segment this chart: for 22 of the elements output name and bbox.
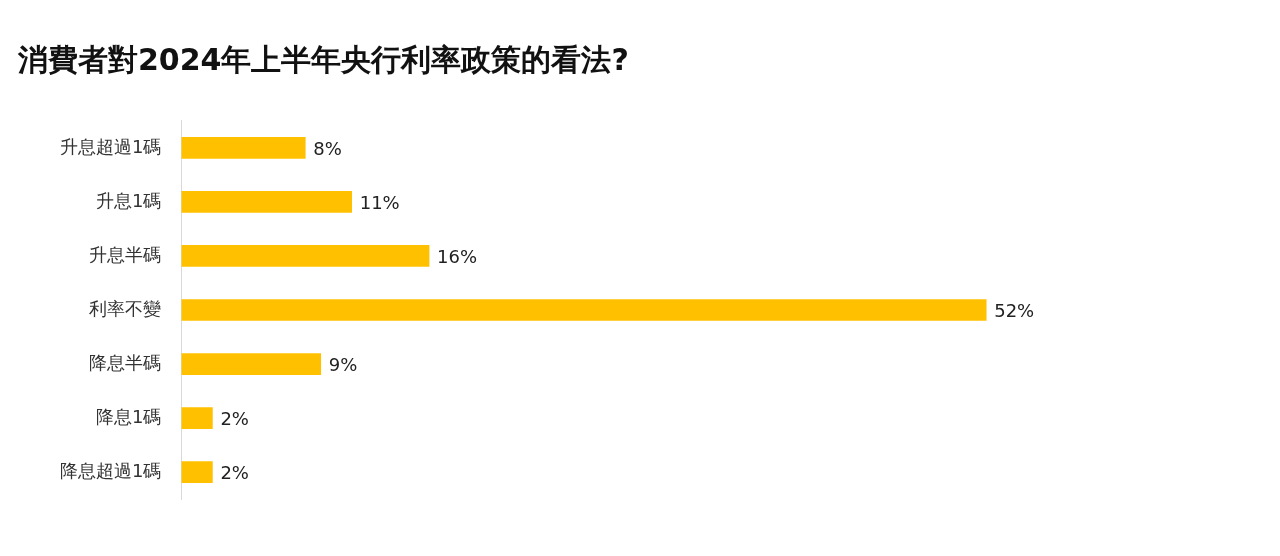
bar	[181, 461, 213, 483]
bar	[181, 245, 430, 267]
y-tick-label: 升息半碼	[89, 243, 162, 265]
bar	[181, 191, 353, 213]
chart-title: 消費者對2024年上半年央行利率政策的看法?	[18, 41, 629, 79]
data-label: 52%	[994, 299, 1035, 321]
data-label: 8%	[313, 137, 342, 159]
data-label: 16%	[437, 245, 478, 267]
data-label: 11%	[359, 191, 400, 213]
data-label: 9%	[328, 353, 358, 375]
y-tick-label: 降息半碼	[89, 351, 162, 373]
y-tick-label: 降息超過1碼	[60, 459, 162, 481]
bar	[181, 137, 306, 159]
y-tick-label: 降息1碼	[96, 405, 162, 427]
y-tick-label: 升息超過1碼	[60, 135, 162, 157]
y-tick-label: 升息1碼	[96, 189, 162, 211]
data-label: 2%	[220, 461, 249, 483]
data-label: 2%	[220, 407, 249, 429]
bar	[181, 299, 987, 321]
y-tick-label: 利率不變	[89, 297, 162, 319]
bar	[181, 407, 213, 429]
bar	[181, 353, 322, 375]
